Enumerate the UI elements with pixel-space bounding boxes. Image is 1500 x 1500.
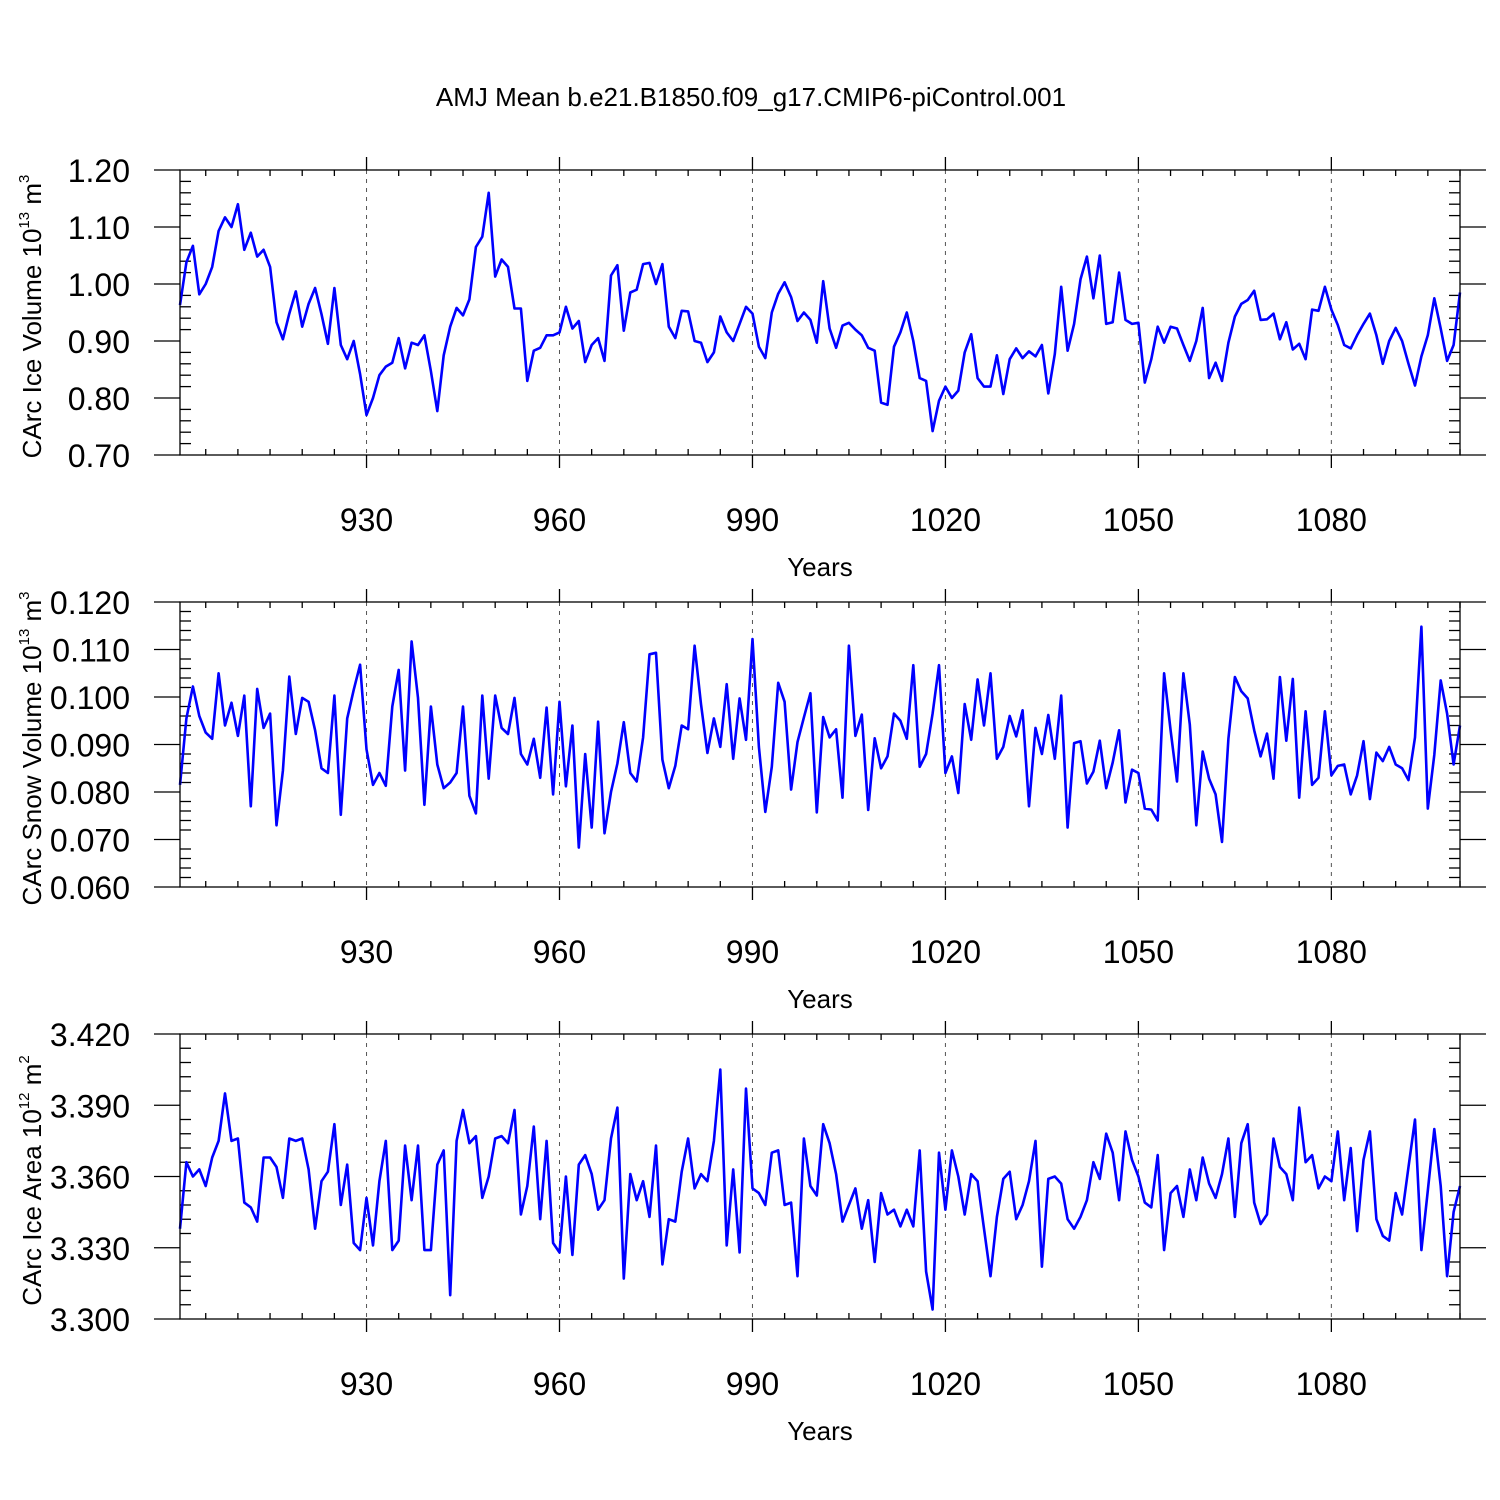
- x-tick-label: 930: [340, 934, 393, 970]
- y-tick-label: 1.10: [68, 210, 130, 246]
- y-tick-label: 3.360: [50, 1160, 130, 1196]
- x-tick-label: 960: [533, 1366, 586, 1402]
- x-tick-label: 930: [340, 502, 393, 538]
- y-tick-label: 0.070: [50, 823, 130, 859]
- x-tick-label: 1020: [910, 1366, 981, 1402]
- y-tick-label: 0.70: [68, 438, 130, 474]
- x-tick-label: 960: [533, 502, 586, 538]
- plot-frame: [179, 1033, 1461, 1320]
- x-tick-label: 1020: [910, 502, 981, 538]
- y-tick-label: 0.080: [50, 775, 130, 811]
- y-tick-label: 3.420: [50, 1017, 130, 1053]
- x-tick-label: 990: [726, 934, 779, 970]
- figure-title: AMJ Mean b.e21.B1850.f09_g17.CMIP6-piCon…: [436, 82, 1066, 112]
- y-tick-label: 3.330: [50, 1231, 130, 1267]
- data-series-line: [178, 191, 1462, 433]
- y-tick-label: 1.20: [68, 153, 130, 189]
- x-tick-label: 1050: [1103, 1366, 1174, 1402]
- y-tick-label: 0.100: [50, 680, 130, 716]
- plot-frame: [179, 601, 1461, 888]
- x-tick-label: 990: [726, 502, 779, 538]
- y-tick-label: 0.110: [52, 633, 130, 669]
- x-axis-label: Years: [787, 552, 853, 582]
- y-axis-label: CArc Ice Volume 1013 m3: [16, 175, 47, 459]
- panel-ice-area: 930 960 990 1020 1050 1080 3.300 3.330 3.360 3.39…: [16, 1017, 1486, 1446]
- x-tick-label: 960: [533, 934, 586, 970]
- x-tick-label: 930: [340, 1366, 393, 1402]
- y-axis-label: CArc Snow Volume 1013 m3: [16, 591, 47, 905]
- y-tick-label: 0.060: [50, 870, 130, 906]
- x-tick-label: 990: [726, 1366, 779, 1402]
- panel-ice-volume: 930 960 990 1020 1050 1080 0.70 0.80 0.90 1.00 1.1…: [16, 153, 1486, 582]
- data-series-line: [178, 625, 1462, 849]
- y-tick-label: 0.80: [68, 381, 130, 417]
- x-tick-label: 1020: [910, 934, 981, 970]
- data-series-line: [178, 1068, 1462, 1311]
- y-tick-label: 3.390: [50, 1088, 130, 1124]
- y-tick-label: 1.00: [68, 267, 130, 303]
- x-axis-label: Years: [787, 1416, 853, 1446]
- panel-snow-volume: 930 960 990 1020 1050 1080 0.060 0.070 0.080 0.09…: [16, 585, 1486, 1014]
- x-tick-label: 1080: [1296, 934, 1367, 970]
- y-tick-label: 0.120: [50, 585, 130, 621]
- x-tick-label: 1050: [1103, 502, 1174, 538]
- y-tick-label: 0.090: [50, 728, 130, 764]
- x-tick-label: 1080: [1296, 502, 1367, 538]
- plot-frame: [179, 169, 1461, 456]
- x-tick-label: 1050: [1103, 934, 1174, 970]
- y-tick-label: 3.300: [50, 1302, 130, 1338]
- x-tick-label: 1080: [1296, 1366, 1367, 1402]
- x-axis-label: Years: [787, 984, 853, 1014]
- y-tick-label: 0.90: [68, 324, 130, 360]
- y-axis-label: CArc Ice Area 1012 m2: [16, 1055, 47, 1305]
